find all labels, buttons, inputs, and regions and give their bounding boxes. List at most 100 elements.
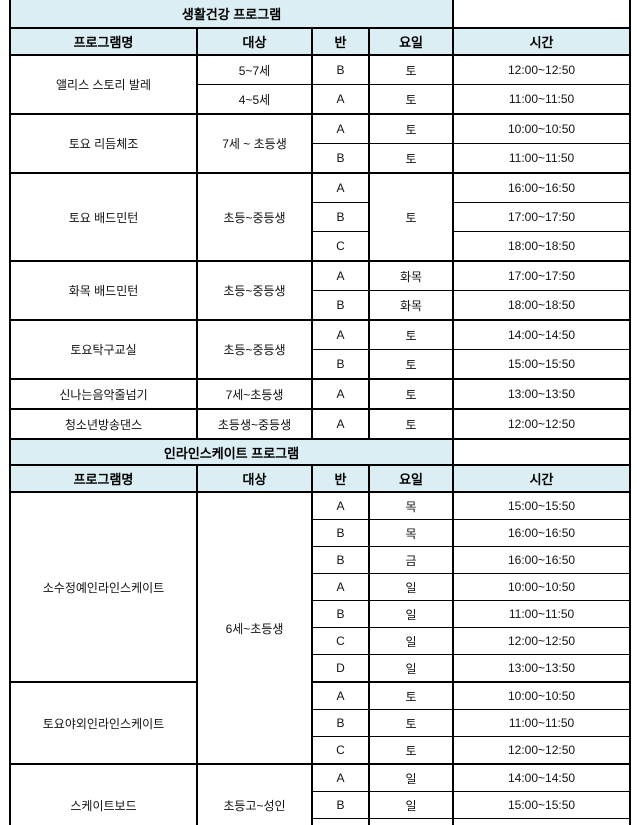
class-cell: A [311, 172, 370, 203]
program-name-cell: 화목 배드민턴 [9, 260, 198, 321]
table-row: B 목 16:00~16:50 [10, 519, 632, 547]
time-cell: 12:00~12:50 [452, 408, 632, 440]
column-header-time: 시간 [452, 464, 632, 493]
table-row: 신나는음악줄넘기 7세~초등생 A 토 13:00~13:50 [9, 378, 632, 410]
table-row: 토요탁구교실 초등~중등생 A 토 14:00~14:50 [9, 319, 632, 380]
time-cell: 15:00~15:50 [452, 791, 632, 819]
time-cell: 15:00~15:50 [452, 349, 632, 380]
time-cell: 13:00~13:50 [452, 654, 632, 683]
table-row: C 일 12:00~12:50 [10, 627, 632, 655]
class-cell: A [311, 573, 370, 601]
time-cell: 18:00~18:50 [452, 290, 632, 321]
table-row: B 토 15:00~15:50 [10, 349, 632, 380]
table-row: B 일 15:00~15:50 [10, 791, 632, 819]
class-cell: B [311, 54, 370, 85]
table-row: B 17:00~17:50 [10, 202, 632, 232]
class-cell: B [311, 290, 370, 321]
program-schedule-table: 생활건강 프로그램 프로그램명 대상 반 요일 시간 앨리스 스토리 발레 5~… [8, 0, 632, 825]
table-row: B 금 16:00~16:50 [10, 546, 632, 574]
time-cell: 10:00~10:50 [452, 573, 632, 601]
column-header-day: 요일 [367, 27, 455, 56]
target-cell: 7세~초등생 [196, 378, 313, 410]
target-cell: 4~5세 [196, 84, 313, 115]
day-cell: 일 [367, 763, 455, 792]
day-cell: 토 [367, 54, 455, 85]
target-cell: 초등생~중등생 [196, 408, 313, 440]
table-row: 화목 배드민턴 초등~중등생 A 화목 17:00~17:50 [9, 260, 632, 321]
section-header-row: 인라인스케이트 프로그램 [8, 438, 632, 466]
day-cell: 화목 [367, 260, 455, 291]
class-cell: C [311, 818, 370, 825]
column-header-time: 시간 [452, 27, 632, 56]
table-row: 4~5세 A 토 11:00~11:50 [10, 84, 632, 115]
table-row: 앨리스 스토리 발레 5~7세 B 토 12:00~12:50 [9, 54, 632, 115]
day-cell: 토 [367, 736, 455, 765]
program-name-cell: 토요 배드민턴 [9, 172, 198, 262]
table-row: 스케이트보드 초등고~성인 A 일 14:00~14:50 [9, 763, 632, 825]
column-header-row: 프로그램명 대상 반 요일 시간 [9, 27, 632, 56]
table-row: D 일 13:00~13:50 [10, 654, 632, 683]
day-cell: 토 [367, 378, 455, 410]
time-cell: 17:00~17:50 [452, 260, 632, 291]
class-cell: A [311, 408, 370, 440]
day-cell: 일 [367, 791, 455, 819]
program-name-cell: 신나는음악줄넘기 [9, 378, 198, 410]
class-cell: A [311, 378, 370, 410]
target-cell: 6세~초등생 [196, 491, 313, 765]
section-header-spacer [452, 438, 632, 466]
time-cell: 14:00~14:50 [452, 763, 632, 792]
day-cell: 토 [367, 709, 455, 737]
day-cell: 토 [367, 84, 455, 115]
day-cell: 토 [367, 143, 455, 174]
day-cell: 토 [367, 681, 455, 710]
time-cell: 10:00~10:50 [452, 113, 632, 144]
time-cell: 14:00~14:50 [452, 319, 632, 350]
day-cell: 토 [367, 172, 455, 262]
time-cell: 12:00~12:50 [452, 627, 632, 655]
time-cell: 12:00~12:50 [452, 54, 632, 85]
class-cell: A [311, 491, 370, 520]
day-cell: 일 [367, 818, 455, 825]
table-row: C 일 16:00~16:50 [10, 818, 632, 825]
time-cell: 11:00~11:50 [452, 143, 632, 174]
day-cell: 일 [367, 654, 455, 683]
class-cell: C [311, 231, 370, 262]
table-row: 청소년방송댄스 초등생~중등생 A 토 12:00~12:50 [9, 408, 632, 440]
time-cell: 17:00~17:50 [452, 202, 632, 232]
class-cell: A [311, 319, 370, 350]
class-cell: B [311, 546, 370, 574]
target-cell: 초등~중등생 [196, 260, 313, 321]
target-cell: 초등~중등생 [196, 319, 313, 380]
time-cell: 11:00~11:50 [452, 600, 632, 628]
target-cell: 초등고~성인 [196, 763, 313, 825]
class-cell: B [311, 519, 370, 547]
time-cell: 16:00~16:50 [452, 519, 632, 547]
program-name-cell: 토요야외인라인스케이트 [9, 681, 198, 765]
day-cell: 금 [367, 546, 455, 574]
day-cell: 일 [367, 573, 455, 601]
table-row: 토요야외인라인스케이트 A 토 10:00~10:50 [9, 681, 632, 765]
column-header-class: 반 [311, 464, 370, 493]
class-cell: C [311, 627, 370, 655]
day-cell: 목 [367, 519, 455, 547]
class-cell: A [311, 113, 370, 144]
class-cell: B [311, 202, 370, 232]
class-cell: A [311, 763, 370, 792]
table-row: C 18:00~18:50 [10, 231, 632, 262]
section-title-inline-skate: 인라인스케이트 프로그램 [8, 438, 455, 466]
program-name-cell: 청소년방송댄스 [9, 408, 198, 440]
table-row: A 일 10:00~10:50 [10, 573, 632, 601]
table-row: B 토 11:00~11:50 [10, 709, 632, 737]
section-header-spacer [452, 0, 632, 29]
table-row: C 토 12:00~12:50 [10, 736, 632, 765]
column-header-target: 대상 [196, 27, 313, 56]
section-header-row: 생활건강 프로그램 [8, 0, 632, 29]
day-cell: 일 [367, 627, 455, 655]
class-cell: B [311, 143, 370, 174]
column-header-program-name: 프로그램명 [9, 464, 198, 493]
day-cell: 토 [367, 408, 455, 440]
program-name-cell: 앨리스 스토리 발레 [9, 54, 198, 115]
table-row: B 화목 18:00~18:50 [10, 290, 632, 321]
column-header-target: 대상 [196, 464, 313, 493]
time-cell: 13:00~13:50 [452, 378, 632, 410]
